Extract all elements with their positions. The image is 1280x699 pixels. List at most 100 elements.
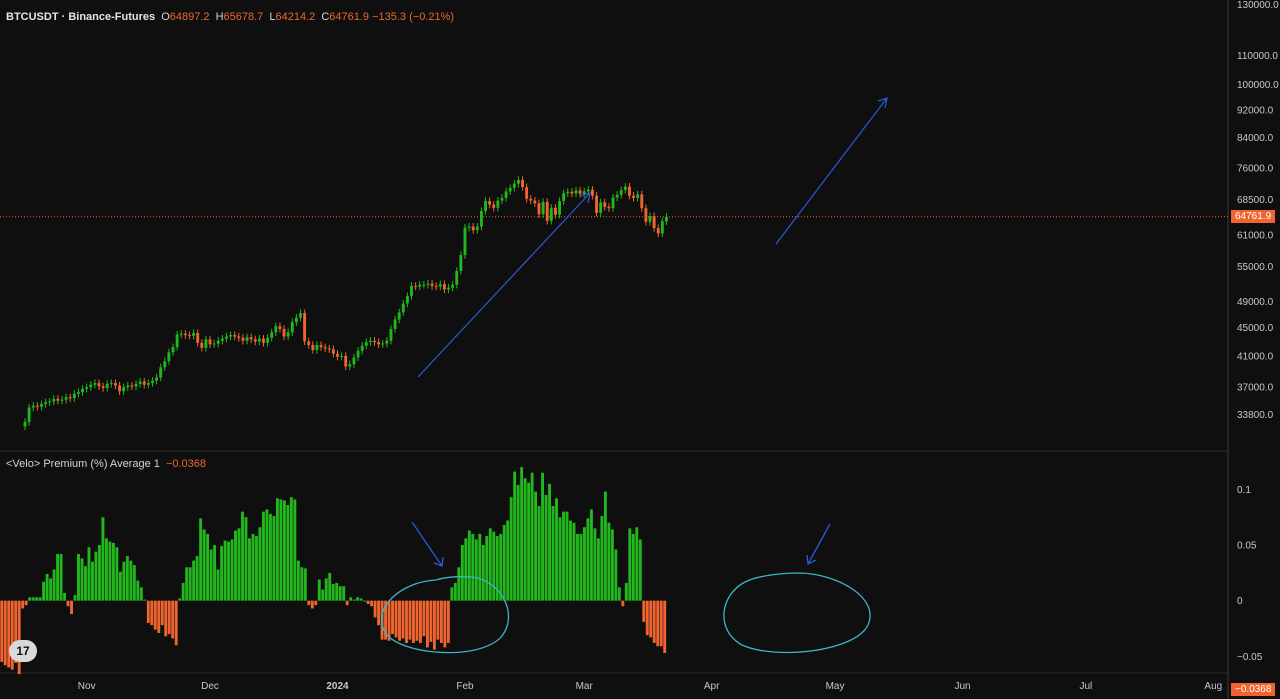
premium-bar xyxy=(230,539,234,601)
candle-body xyxy=(599,202,603,213)
open-label: O xyxy=(161,11,170,23)
premium-histogram xyxy=(0,467,667,675)
premium-tick-label: 0.1 xyxy=(1237,485,1251,496)
candle-body xyxy=(192,333,196,336)
premium-bar xyxy=(14,600,18,663)
candle-body xyxy=(381,343,385,345)
candle-body xyxy=(521,179,524,188)
premium-bar xyxy=(66,600,70,607)
premium-bar xyxy=(129,560,133,601)
premium-bar xyxy=(73,595,77,601)
premium-bar xyxy=(115,547,119,601)
premium-bar xyxy=(600,516,604,601)
annotation-arrow-2-head xyxy=(806,554,817,565)
premium-bar xyxy=(282,500,286,601)
current-premium-tag: −0.0368 xyxy=(1231,682,1276,696)
premium-bar xyxy=(286,504,290,601)
premium-bar xyxy=(132,565,136,601)
candle-body xyxy=(253,339,257,342)
candle-body xyxy=(196,333,200,343)
premium-bar xyxy=(502,524,506,601)
candle-body xyxy=(562,193,566,202)
premium-bar xyxy=(279,499,283,601)
premium-axis[interactable]: 0.1 0.05 0 −0.05 xyxy=(1237,485,1263,663)
price-tick-label: 45000.0 xyxy=(1237,323,1274,334)
candle-body xyxy=(278,326,282,329)
candle-body xyxy=(126,385,130,388)
candle-body xyxy=(212,343,216,345)
candle-body xyxy=(488,201,492,205)
candle-body xyxy=(595,195,598,213)
premium-bar xyxy=(275,498,279,601)
price-tick-label: 37000.0 xyxy=(1237,383,1274,394)
premium-bar xyxy=(439,600,443,643)
candle-body xyxy=(426,283,430,285)
premium-bar xyxy=(586,518,590,601)
candle-body xyxy=(130,385,134,387)
premium-bar xyxy=(443,600,447,648)
premium-bar xyxy=(143,599,147,601)
candle-body xyxy=(496,200,500,208)
candle-body xyxy=(537,203,541,215)
premium-bar xyxy=(192,560,196,601)
premium-bar xyxy=(363,600,367,602)
premium-bar xyxy=(425,600,429,648)
symbol-legend[interactable]: BTCUSDT · Binance-Futures O64897.2 H6567… xyxy=(6,11,454,23)
premium-bar xyxy=(146,600,150,623)
premium-bar xyxy=(548,483,552,601)
premium-bar xyxy=(635,527,639,601)
premium-bar xyxy=(136,580,140,601)
candle-body xyxy=(142,381,146,385)
close-value: 64761.9 xyxy=(329,11,370,23)
candle-body xyxy=(377,342,381,345)
candle-body xyxy=(463,227,467,256)
premium-bar xyxy=(352,599,356,601)
premium-bar xyxy=(596,538,600,601)
premium-bar xyxy=(42,581,46,601)
time-axis[interactable]: Nov Dec 2024 Feb Mar Apr May Jun Jul Aug xyxy=(78,681,1222,692)
candle-body xyxy=(578,190,582,194)
premium-bar xyxy=(49,578,53,601)
candle-body xyxy=(31,405,35,408)
premium-bar xyxy=(377,600,381,626)
tradingview-logo[interactable]: 17 xyxy=(9,640,37,662)
current-price-tag: 64761.9 xyxy=(1231,209,1276,223)
candle-body xyxy=(179,333,183,335)
premium-bar xyxy=(328,572,332,601)
time-tick-label: Dec xyxy=(201,681,219,692)
premium-bar xyxy=(335,582,339,601)
candle-body xyxy=(52,398,56,402)
candlestick-series xyxy=(23,176,668,431)
indicator-legend[interactable]: <Velo> Premium (%) Average 1 −0.0368 xyxy=(6,458,206,470)
candle-body xyxy=(286,332,290,337)
premium-bar xyxy=(307,600,311,606)
premium-bar xyxy=(122,561,126,601)
candle-body xyxy=(619,190,623,195)
indicator-value: −0.0368 xyxy=(165,458,207,470)
candle-body xyxy=(529,198,533,201)
candle-body xyxy=(405,296,409,304)
time-tick-label: Aug xyxy=(1204,681,1222,692)
candle-body xyxy=(459,255,463,271)
candle-body xyxy=(475,226,479,231)
candle-body xyxy=(188,335,191,337)
premium-bar xyxy=(373,600,377,618)
candle-body xyxy=(389,328,393,341)
premium-bar xyxy=(185,567,189,601)
indicator-name[interactable]: <Velo> Premium (%) Average 1 xyxy=(6,458,160,470)
close-label: C xyxy=(321,11,330,23)
premium-bar xyxy=(160,600,164,626)
symbol-name[interactable]: BTCUSDT · Binance-Futures xyxy=(6,11,156,23)
candle-body xyxy=(364,342,368,346)
premium-bar xyxy=(436,600,440,640)
candle-body xyxy=(607,206,611,209)
premium-bar xyxy=(408,600,412,640)
price-axis[interactable]: 130000.0 110000.0 100000.0 92000.0 84000.0 76… xyxy=(1237,0,1279,421)
candle-body xyxy=(508,187,512,192)
candle-body xyxy=(68,397,72,399)
premium-bar xyxy=(164,600,168,637)
candle-body xyxy=(146,383,150,385)
candle-body xyxy=(623,186,627,191)
candle-body xyxy=(118,385,122,392)
